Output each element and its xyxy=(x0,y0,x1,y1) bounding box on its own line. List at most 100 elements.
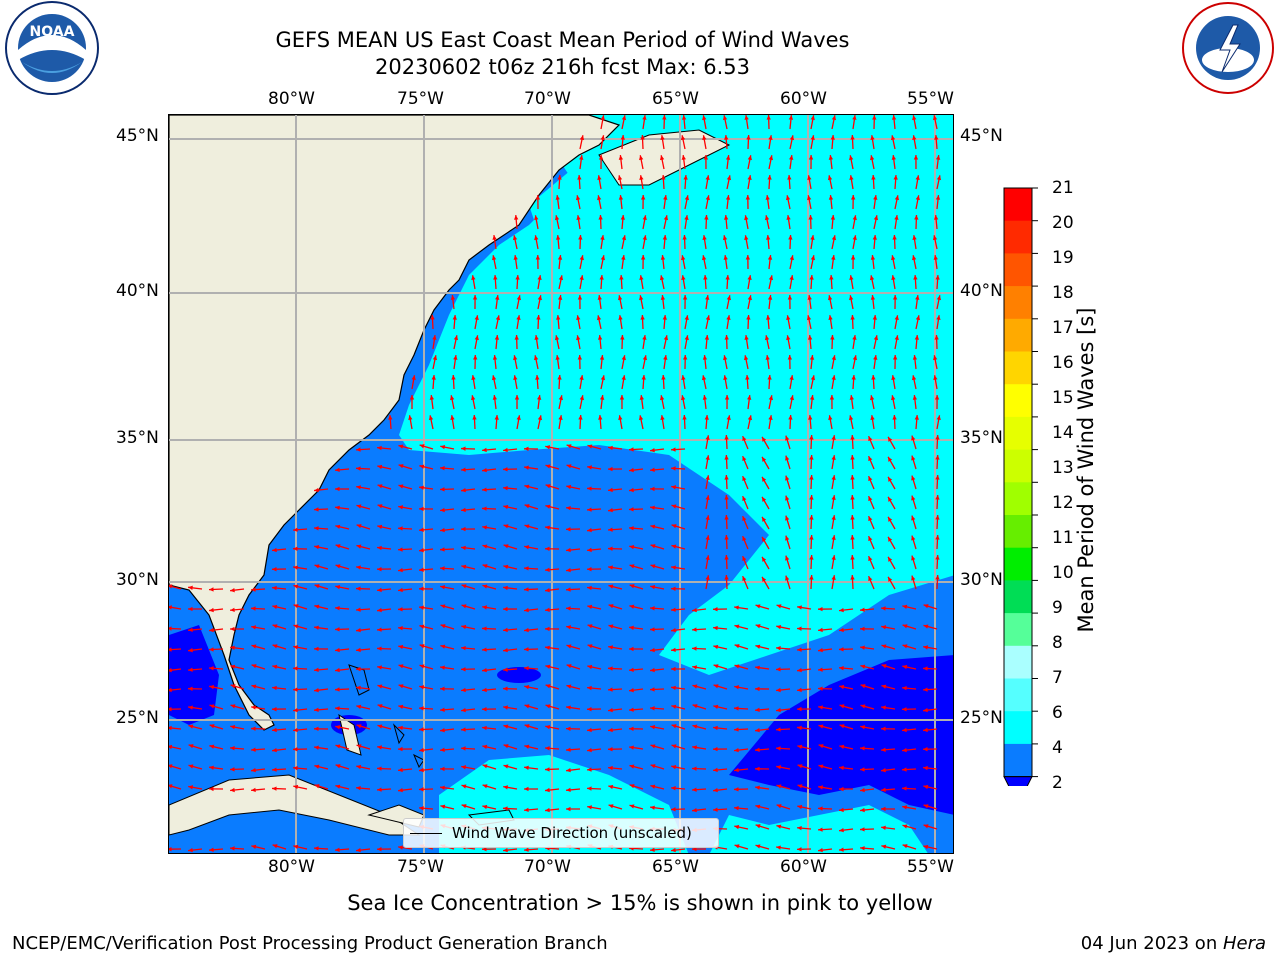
wave-arrow-head xyxy=(742,496,747,502)
wave-arrow-head xyxy=(398,587,403,593)
lon-label-top: 75°W xyxy=(397,89,444,109)
wave-arrow-head xyxy=(888,516,893,522)
wave-arrow-head xyxy=(524,504,530,509)
wave-arrow-head xyxy=(621,235,627,241)
wave-arrow-head xyxy=(272,567,277,572)
wave-arrow-head xyxy=(440,644,446,649)
wave-arrow-head xyxy=(933,355,938,361)
wave-arrow-head xyxy=(912,115,917,121)
wave-arrow-head xyxy=(524,765,529,770)
wave-arrow-head xyxy=(797,847,802,852)
wave-arrow-head xyxy=(169,647,172,652)
wave-arrow-head xyxy=(934,395,940,400)
wave-arrow-head xyxy=(692,846,697,852)
wave-arrow-head xyxy=(870,295,876,300)
wave-arrow-head xyxy=(660,295,666,300)
wave-arrow-head xyxy=(915,175,920,181)
wave-arrow-head xyxy=(169,707,172,712)
wave-arrow-head xyxy=(785,535,790,541)
wave-arrow-head xyxy=(335,687,340,692)
wave-arrow-head xyxy=(600,375,606,381)
wave-arrow-head xyxy=(671,607,676,612)
wave-arrow-head xyxy=(555,195,560,200)
wave-arrow-head xyxy=(503,847,508,853)
wave-arrow-head xyxy=(747,415,753,421)
wave-arrow-head xyxy=(524,587,529,592)
wave-arrow-head xyxy=(251,625,257,630)
wave-arrow-head xyxy=(810,115,815,121)
wave-arrow-head xyxy=(209,587,214,592)
wave-arrow-head xyxy=(762,456,767,462)
wave-arrow-head xyxy=(587,507,592,512)
wave-arrow-head xyxy=(747,155,752,161)
wave-arrow-head xyxy=(293,527,298,532)
wave-arrow-head xyxy=(377,665,382,670)
wave-arrow-head xyxy=(765,355,770,360)
wave-arrow-head xyxy=(881,726,886,732)
wave-arrow-head xyxy=(356,724,362,729)
wave-arrow-head xyxy=(873,335,879,341)
wave-arrow-head xyxy=(723,215,729,220)
wave-arrow-head xyxy=(849,175,854,180)
wave-arrow-head xyxy=(742,436,747,442)
wave-arrow-head xyxy=(692,766,697,771)
wave-arrow-head xyxy=(888,576,893,582)
wave-arrow-head xyxy=(556,315,561,320)
wave-arrow-head xyxy=(701,255,707,261)
wave-arrow-head xyxy=(430,315,435,320)
wave-arrow-head xyxy=(537,275,542,280)
wave-arrow-head xyxy=(818,806,823,811)
wave-arrow-head xyxy=(545,464,551,469)
wave-arrow-head xyxy=(681,155,686,160)
wave-arrow-head xyxy=(566,505,571,511)
wave-arrow-head xyxy=(744,235,749,241)
wave-arrow-head xyxy=(557,295,563,300)
wave-arrow-head xyxy=(807,195,812,201)
wave-arrow-head xyxy=(818,606,823,612)
colorbar-segment xyxy=(1004,253,1032,287)
wave-arrow-head xyxy=(251,705,256,710)
wave-arrow-head xyxy=(705,175,710,181)
wave-arrow-head xyxy=(809,515,814,520)
wave-arrow-head xyxy=(503,705,508,710)
wave-arrow-head xyxy=(272,644,278,649)
wave-arrow-head xyxy=(872,315,878,320)
wave-arrow-head xyxy=(726,175,732,181)
wave-arrow-head xyxy=(619,275,624,280)
wave-arrow-head xyxy=(650,505,655,510)
wave-arrow-head xyxy=(431,375,436,380)
wave-arrow-head xyxy=(911,435,916,441)
wave-arrow-head xyxy=(868,496,873,502)
wave-arrow-head xyxy=(776,646,781,651)
wave-arrow-head xyxy=(482,605,487,610)
wave-arrow-head xyxy=(868,576,873,582)
wave-arrow-head xyxy=(902,844,908,849)
wave-arrow-head xyxy=(912,235,917,240)
wave-arrow-head xyxy=(356,485,362,490)
wave-arrow-head xyxy=(789,255,794,261)
wave-arrow-head xyxy=(936,415,941,421)
wave-arrow-head xyxy=(935,155,941,160)
wave-arrow-head xyxy=(493,275,498,280)
wave-arrow-head xyxy=(579,275,584,281)
wave-arrow-head xyxy=(755,747,760,752)
wave-arrow-head xyxy=(629,745,634,750)
wave-arrow-head xyxy=(557,175,562,180)
wave-arrow-head xyxy=(579,255,584,261)
wave-arrow-head xyxy=(314,646,319,652)
wave-arrow-head xyxy=(495,315,501,321)
wave-arrow-head xyxy=(335,564,341,569)
wave-arrow-head xyxy=(629,467,634,473)
wave-arrow-head xyxy=(935,455,940,460)
map-panel[interactable]: Wind Wave Direction (unscaled) xyxy=(168,114,954,854)
wave-arrow-head xyxy=(272,685,277,691)
wave-arrow-head xyxy=(272,727,277,733)
wave-arrow-head xyxy=(577,175,582,180)
wave-arrow-head xyxy=(398,526,403,531)
wave-arrow-head xyxy=(671,544,677,549)
wave-arrow-head xyxy=(768,275,774,281)
land-bahamas xyxy=(338,713,362,756)
wave-arrow-head xyxy=(314,707,319,712)
wave-arrow-head xyxy=(587,527,592,533)
wave-arrow-head xyxy=(409,395,415,400)
